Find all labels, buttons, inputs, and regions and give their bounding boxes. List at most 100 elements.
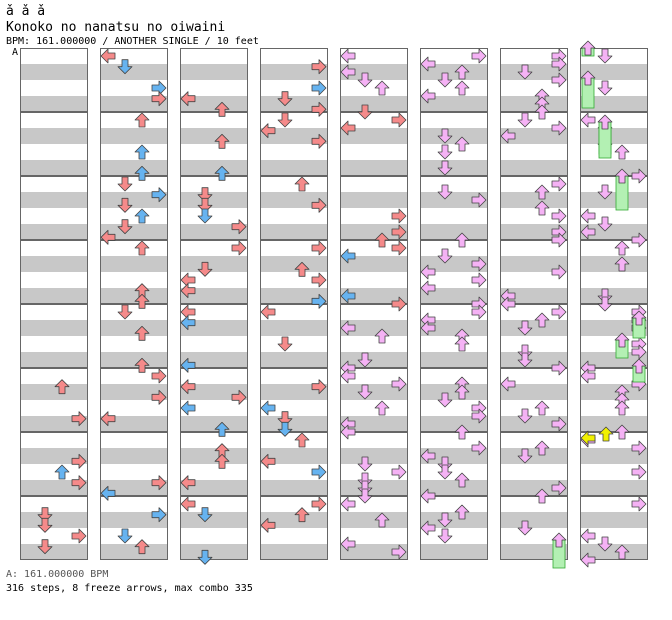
down-arrow-icon [437,144,453,160]
up-arrow-icon [134,208,150,224]
up-arrow-icon [374,512,390,528]
left-arrow-icon [260,400,276,416]
left-arrow-icon [100,485,116,501]
down-arrow-icon [117,219,133,235]
left-arrow-icon [100,411,116,427]
up-arrow-icon [374,400,390,416]
right-arrow-icon [631,232,647,248]
right-arrow-icon [311,197,327,213]
left-arrow-icon [180,400,196,416]
up-arrow-icon [598,426,614,442]
down-arrow-icon [197,187,213,203]
left-arrow-icon [340,496,356,512]
down-arrow-icon [437,464,453,480]
chart-column [260,48,328,560]
down-arrow-icon [597,216,613,232]
left-arrow-icon [420,520,436,536]
down-arrow-icon [357,488,373,504]
down-arrow-icon [517,408,533,424]
left-arrow-icon [420,488,436,504]
right-arrow-icon [631,344,647,360]
up-arrow-icon [294,176,310,192]
down-arrow-icon [597,296,613,312]
chart-column [340,48,408,560]
right-arrow-icon [391,464,407,480]
right-arrow-icon [471,256,487,272]
right-arrow-icon [151,475,167,491]
up-arrow-icon [614,332,630,348]
right-arrow-icon [311,80,327,96]
right-arrow-icon [551,176,567,192]
up-arrow-icon [631,358,647,374]
right-arrow-icon [551,56,567,72]
right-arrow-icon [551,264,567,280]
left-arrow-icon [580,224,596,240]
down-arrow-icon [437,128,453,144]
left-arrow-icon [420,56,436,72]
up-arrow-icon [214,165,230,181]
down-arrow-icon [437,248,453,264]
header-glyphs: ǎ ǎ ǎ [6,4,46,19]
left-arrow-icon [420,280,436,296]
right-arrow-icon [551,232,567,248]
left-arrow-icon [340,248,356,264]
up-arrow-icon [614,168,630,184]
down-arrow-icon [277,112,293,128]
down-arrow-icon [277,336,293,352]
left-arrow-icon [100,48,116,64]
right-arrow-icon [551,480,567,496]
left-arrow-icon [180,475,196,491]
chart-info: BPM: 161.000000 / ANOTHER SINGLE / 10 fe… [6,36,259,47]
chart-column [500,48,568,560]
right-arrow-icon [391,544,407,560]
right-arrow-icon [551,304,567,320]
right-arrow-icon [631,168,647,184]
up-arrow-icon [454,504,470,520]
down-arrow-icon [437,184,453,200]
down-arrow-icon [437,72,453,88]
left-arrow-icon [180,91,196,107]
left-arrow-icon [260,453,276,469]
up-arrow-icon [214,453,230,469]
down-arrow-icon [437,392,453,408]
right-arrow-icon [311,496,327,512]
chart-column [100,48,168,560]
left-arrow-icon [180,357,196,373]
down-arrow-icon [197,549,213,565]
down-arrow-icon [37,517,53,533]
down-arrow-icon [277,91,293,107]
left-arrow-icon [340,320,356,336]
up-arrow-icon [54,379,70,395]
down-arrow-icon [597,80,613,96]
right-arrow-icon [151,507,167,523]
right-arrow-icon [311,240,327,256]
down-arrow-icon [357,456,373,472]
right-arrow-icon [311,59,327,75]
right-arrow-icon [311,101,327,117]
left-arrow-icon [180,283,196,299]
left-arrow-icon [580,552,596,568]
up-arrow-icon [214,421,230,437]
right-arrow-icon [391,296,407,312]
right-arrow-icon [391,208,407,224]
left-arrow-icon [420,448,436,464]
up-arrow-icon [454,424,470,440]
left-arrow-icon [340,48,356,64]
right-arrow-icon [391,112,407,128]
down-arrow-icon [357,384,373,400]
left-arrow-icon [340,536,356,552]
right-arrow-icon [151,91,167,107]
down-arrow-icon [517,320,533,336]
up-arrow-icon [614,240,630,256]
down-arrow-icon [437,512,453,528]
up-arrow-icon [134,293,150,309]
up-arrow-icon [454,80,470,96]
right-arrow-icon [71,411,87,427]
up-arrow-icon [614,256,630,272]
up-arrow-icon [294,261,310,277]
up-arrow-icon [454,472,470,488]
left-arrow-icon [500,296,516,312]
left-arrow-icon [340,120,356,136]
song-title: Konoko no nanatsu no oiwaini [6,20,226,35]
section-marker: A [12,47,19,58]
